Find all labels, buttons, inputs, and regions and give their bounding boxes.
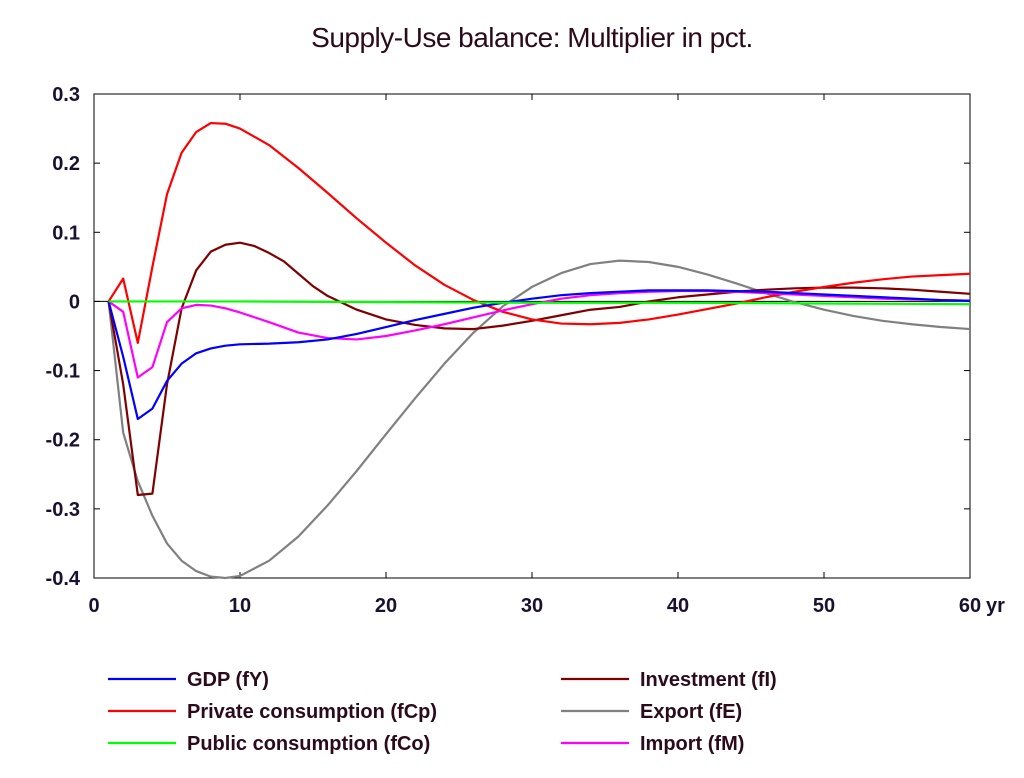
x-axis-ticks: 0 10 20 30 40 50 60 yr — [88, 94, 1005, 617]
y-tick-label: 0 — [69, 291, 80, 313]
y-tick-label: -0.1 — [46, 361, 80, 383]
series-line-investment-fi — [107, 241, 971, 497]
legend-label-investment-fi: Investment (fI) — [640, 669, 777, 691]
series-line-private-consumption-fcp — [107, 121, 971, 345]
chart-title: Supply-Use balance: Multiplier in pct. — [311, 22, 753, 53]
series-line-import-fm — [107, 289, 971, 379]
legend-label-export-fe: Export (fE) — [640, 701, 742, 723]
y-axis-ticks: 0.3 0.2 0.1 0 -0.1 -0.2 -0.3 -0.4 — [46, 84, 970, 590]
y-tick-label: -0.3 — [46, 499, 80, 521]
legend-label-import-fm: Import (fM) — [640, 733, 744, 755]
x-tick-label: 60 — [959, 595, 981, 617]
legend-label-private-consumption-fcp: Private consumption (fCp) — [187, 701, 437, 723]
x-tick-label: 40 — [667, 595, 689, 617]
y-tick-label: -0.2 — [46, 430, 80, 452]
y-tick-label: 0.3 — [52, 84, 80, 106]
legend: GDP (fY) Private consumption (fCp) Public … — [108, 669, 777, 755]
series-line-export-fe — [107, 259, 971, 580]
x-tick-label: 20 — [375, 595, 397, 617]
plot-frame — [93, 93, 971, 579]
series-lines — [107, 121, 971, 580]
legend-label-gdp-fy: GDP (fY) — [187, 669, 269, 691]
x-tick-label: 0 — [88, 595, 99, 617]
legend-label-public-consumption-fco: Public consumption (fCo) — [187, 733, 430, 755]
y-tick-label: 0.2 — [52, 153, 80, 175]
x-tick-label: 10 — [229, 595, 251, 617]
x-tick-label: 30 — [521, 595, 543, 617]
series-line-public-consumption-fco — [108, 300, 971, 306]
series-line-gdp-fy — [107, 289, 971, 421]
y-tick-label: 0.1 — [52, 222, 80, 244]
plot-border — [93, 93, 971, 579]
y-tick-label: -0.4 — [46, 568, 81, 590]
x-tick-label: 50 — [813, 595, 835, 617]
x-unit-label: yr — [986, 595, 1005, 617]
